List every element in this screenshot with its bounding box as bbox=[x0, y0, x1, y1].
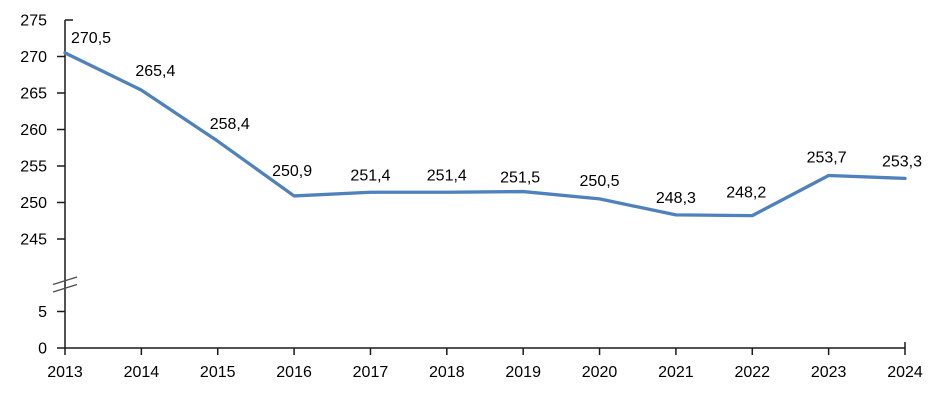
y-axis-tick-label: 245 bbox=[20, 232, 47, 249]
data-point-label: 248,3 bbox=[656, 190, 696, 207]
data-point-label: 253,7 bbox=[807, 149, 847, 166]
x-axis-tick-label: 2020 bbox=[582, 364, 618, 381]
x-axis-tick-label: 2014 bbox=[124, 364, 160, 381]
data-point-label: 253,3 bbox=[882, 153, 922, 170]
data-point-label: 251,5 bbox=[500, 170, 540, 187]
data-series-line bbox=[63, 51, 907, 218]
data-point-label: 250,5 bbox=[580, 173, 620, 190]
x-axis-tick-label: 2015 bbox=[200, 364, 236, 381]
axis-break-mark bbox=[52, 276, 78, 286]
x-axis-tick-label: 2019 bbox=[505, 364, 541, 381]
y-axis-tick-label: 275 bbox=[20, 13, 47, 30]
axis-break-mark bbox=[52, 283, 78, 293]
x-axis-tick-label: 2023 bbox=[811, 364, 847, 381]
data-point-label: 251,4 bbox=[350, 167, 390, 184]
data-point-label: 265,4 bbox=[135, 63, 175, 80]
data-point-label: 250,9 bbox=[272, 163, 312, 180]
y-axis-tick-label: 265 bbox=[20, 86, 47, 103]
y-axis-tick-label: 260 bbox=[20, 122, 47, 139]
data-point-label: 251,4 bbox=[427, 167, 467, 184]
data-point-label: 258,4 bbox=[210, 116, 250, 133]
y-axis-tick-label: 5 bbox=[38, 304, 47, 321]
x-axis-tick-label: 2017 bbox=[353, 364, 389, 381]
x-axis-tick-label: 2016 bbox=[276, 364, 312, 381]
y-axis-tick-label: 255 bbox=[20, 159, 47, 176]
y-axis-tick-label: 0 bbox=[38, 341, 47, 358]
y-axis-tick-label: 250 bbox=[20, 195, 47, 212]
x-axis-tick-label: 2024 bbox=[887, 364, 923, 381]
data-point-label: 270,5 bbox=[71, 30, 111, 47]
x-axis-tick-label: 2018 bbox=[429, 364, 465, 381]
data-point-label: 248,2 bbox=[726, 185, 766, 202]
y-axis-tick-label: 270 bbox=[20, 49, 47, 66]
x-axis-tick-label: 2022 bbox=[734, 364, 770, 381]
x-axis-tick-label: 2013 bbox=[47, 364, 83, 381]
x-axis-tick-label: 2021 bbox=[658, 364, 694, 381]
